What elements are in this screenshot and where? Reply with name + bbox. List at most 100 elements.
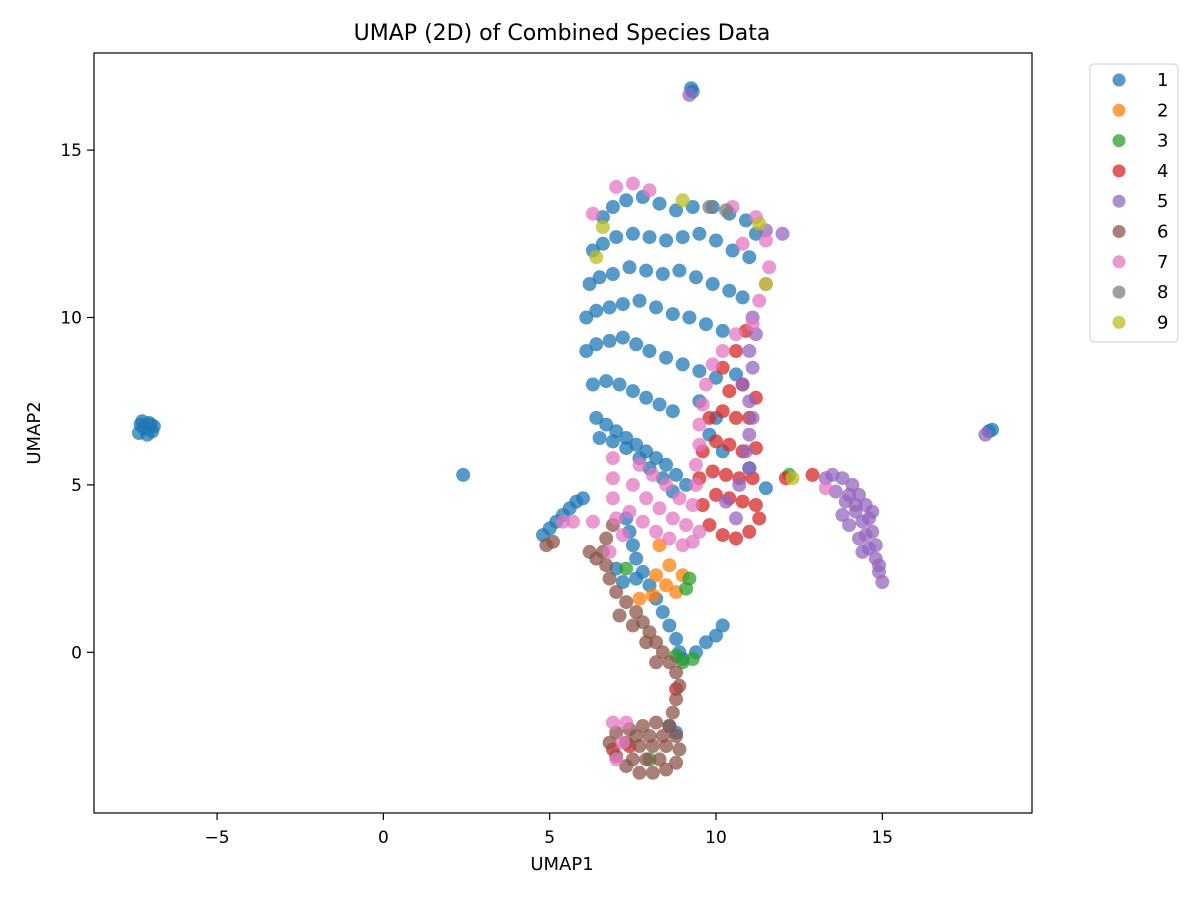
point-series-1-94	[619, 441, 634, 456]
point-series-2-4	[662, 558, 677, 573]
x-tick-label: 5	[544, 828, 555, 848]
point-series-5-34	[729, 511, 743, 526]
point-series-7-24	[632, 457, 647, 472]
point-series-1-117	[629, 571, 644, 586]
point-series-7-49	[585, 514, 600, 529]
point-series-7-20	[652, 501, 667, 516]
legend-marker-5	[1112, 194, 1126, 208]
point-series-1-114	[715, 618, 730, 633]
point-series-1-74	[729, 367, 743, 382]
point-series-4-5	[695, 498, 710, 512]
point-series-6-46	[546, 534, 560, 549]
point-series-6-20	[652, 752, 667, 767]
point-series-6-10	[632, 765, 647, 780]
point-series-7-40	[649, 524, 664, 539]
point-series-7-33	[695, 397, 710, 412]
point-series-6-24	[665, 705, 680, 720]
point-series-4-8	[735, 494, 750, 509]
point-series-7-9	[752, 293, 767, 308]
point-series-9-0	[758, 277, 773, 291]
point-series-1-56	[602, 300, 617, 315]
point-series-5-33	[719, 494, 733, 509]
y-axis-ticks: 0 5 10 15	[60, 141, 94, 663]
point-series-1-33	[595, 236, 610, 251]
point-series-6-6	[672, 742, 687, 757]
point-series-6-26	[672, 678, 687, 693]
point-series-4-4	[752, 511, 767, 526]
point-series-1-71	[675, 357, 690, 372]
point-series-1-52	[722, 283, 737, 298]
point-series-8-0	[702, 200, 717, 214]
point-series-5-26	[735, 377, 750, 392]
point-series-7-43	[685, 534, 700, 549]
point-series-1-23	[619, 193, 634, 208]
point-series-5-31	[742, 461, 757, 476]
x-tick-label: 10	[705, 828, 727, 848]
point-series-1-54	[579, 310, 594, 325]
legend-marker-1	[1112, 73, 1126, 87]
point-series-5-29	[742, 427, 757, 442]
point-series-6-41	[612, 608, 627, 623]
point-series-7-35	[705, 357, 720, 372]
y-axis-label: UMAP2	[24, 401, 45, 464]
point-series-1-25	[652, 196, 667, 211]
point-series-4-21	[715, 404, 730, 419]
chart-title: UMAP (2D) of Combined Species Data	[354, 21, 771, 46]
point-series-4-6	[709, 487, 723, 502]
point-series-6-22	[642, 729, 657, 743]
point-series-7-13	[605, 471, 620, 486]
point-series-5-23	[865, 504, 880, 519]
point-series-8-1	[719, 203, 733, 218]
point-series-5-21	[842, 487, 857, 502]
point-series-7-41	[662, 531, 677, 546]
point-series-1-51	[705, 277, 720, 291]
point-series-7-6	[758, 233, 773, 248]
point-series-1-85	[619, 431, 634, 445]
point-series-6-36	[602, 571, 617, 586]
point-series-4-0	[702, 518, 717, 533]
point-series-1-90	[669, 467, 684, 482]
point-series-5-35	[742, 344, 757, 358]
legend-marker-9	[1112, 315, 1126, 329]
x-tick-label: 15	[871, 828, 893, 848]
point-series-7-46	[615, 735, 630, 750]
point-series-4-12	[719, 467, 733, 482]
point-series-1-20	[576, 491, 590, 506]
point-series-1-106	[655, 605, 670, 620]
point-series-4-25	[722, 384, 737, 399]
point-series-9-5	[675, 193, 690, 208]
point-series-1-77	[612, 377, 627, 392]
point-series-5-17	[835, 508, 850, 522]
point-series-6-23	[655, 729, 670, 743]
point-series-7-27	[672, 491, 687, 506]
point-series-7-36	[715, 344, 730, 358]
point-series-1-41	[725, 243, 740, 258]
point-series-7-38	[622, 504, 637, 519]
point-series-7-19	[639, 491, 654, 506]
point-series-6-42	[625, 618, 640, 633]
point-series-7-15	[609, 511, 624, 526]
point-series-6-4	[662, 719, 677, 733]
point-series-7-26	[659, 477, 674, 492]
point-series-4-17	[722, 437, 737, 452]
point-series-6-33	[629, 605, 644, 620]
point-series-5-1	[835, 471, 850, 486]
point-series-1-58	[632, 293, 647, 308]
point-series-7-32	[692, 417, 707, 432]
x-axis-label: UMAP1	[530, 854, 593, 875]
point-series-1-83	[599, 417, 614, 432]
point-series-1-92	[592, 431, 607, 445]
point-series-7-11	[735, 236, 750, 251]
point-series-4-2	[729, 531, 743, 546]
legend-label-3: 3	[1157, 131, 1168, 152]
point-series-1-27	[685, 200, 700, 214]
point-series-6-21	[629, 729, 644, 743]
point-series-1-72	[692, 364, 707, 379]
point-series-1-34	[609, 230, 624, 245]
point-series-4-1	[715, 528, 730, 543]
point-series-1-62	[699, 317, 713, 332]
y-tick-label: 0	[71, 643, 82, 663]
point-series-6-48	[589, 551, 604, 566]
